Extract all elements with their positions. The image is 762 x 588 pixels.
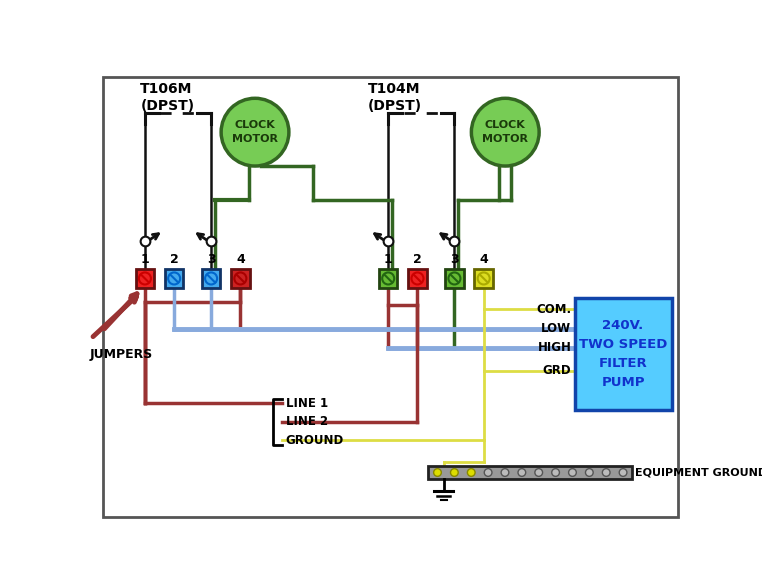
Bar: [575, 299, 671, 410]
Circle shape: [235, 272, 246, 285]
Text: LINE 1: LINE 1: [286, 397, 328, 410]
Bar: [408, 269, 427, 288]
Text: T104M
(DPST): T104M (DPST): [368, 82, 422, 113]
Text: 1: 1: [384, 253, 392, 266]
Circle shape: [535, 469, 543, 476]
Text: JUMPERS: JUMPERS: [89, 348, 152, 361]
Text: CLOCK
MOTOR: CLOCK MOTOR: [482, 120, 528, 144]
Circle shape: [585, 469, 593, 476]
Circle shape: [411, 272, 424, 285]
Text: COM.: COM.: [536, 303, 572, 316]
Bar: [202, 269, 220, 288]
Circle shape: [139, 272, 151, 285]
Text: GROUND: GROUND: [286, 434, 344, 447]
Text: LINE 2: LINE 2: [286, 415, 328, 428]
Text: EQUIPMENT GROUND: EQUIPMENT GROUND: [636, 467, 762, 477]
Text: CLOCK
MOTOR: CLOCK MOTOR: [232, 120, 278, 144]
Text: 4: 4: [479, 253, 488, 266]
Text: T106M
(DPST): T106M (DPST): [140, 82, 194, 113]
Text: 4: 4: [236, 253, 245, 266]
Text: 2: 2: [170, 253, 178, 266]
Circle shape: [448, 272, 460, 285]
Text: LOW: LOW: [541, 322, 572, 335]
Circle shape: [518, 469, 526, 476]
Bar: [445, 269, 463, 288]
Text: 240V.
TWO SPEED
FILTER
PUMP: 240V. TWO SPEED FILTER PUMP: [579, 319, 668, 389]
Circle shape: [485, 469, 492, 476]
Circle shape: [620, 469, 627, 476]
Bar: [136, 269, 154, 288]
Text: GRD: GRD: [543, 365, 572, 377]
Text: HIGH: HIGH: [538, 341, 572, 354]
Text: 3: 3: [450, 253, 459, 266]
Circle shape: [168, 272, 180, 285]
Circle shape: [221, 98, 289, 166]
Bar: [231, 269, 250, 288]
Circle shape: [205, 272, 217, 285]
Bar: [379, 269, 398, 288]
Bar: [475, 269, 493, 288]
Circle shape: [602, 469, 610, 476]
Circle shape: [568, 469, 576, 476]
Circle shape: [472, 98, 539, 166]
Circle shape: [450, 469, 458, 476]
Circle shape: [552, 469, 559, 476]
Circle shape: [501, 469, 509, 476]
Circle shape: [383, 272, 394, 285]
Text: 2: 2: [413, 253, 422, 266]
Circle shape: [434, 469, 441, 476]
Circle shape: [467, 469, 475, 476]
Circle shape: [478, 272, 490, 285]
Bar: [165, 269, 184, 288]
Bar: [428, 466, 632, 479]
Text: 1: 1: [140, 253, 149, 266]
Text: 3: 3: [207, 253, 216, 266]
